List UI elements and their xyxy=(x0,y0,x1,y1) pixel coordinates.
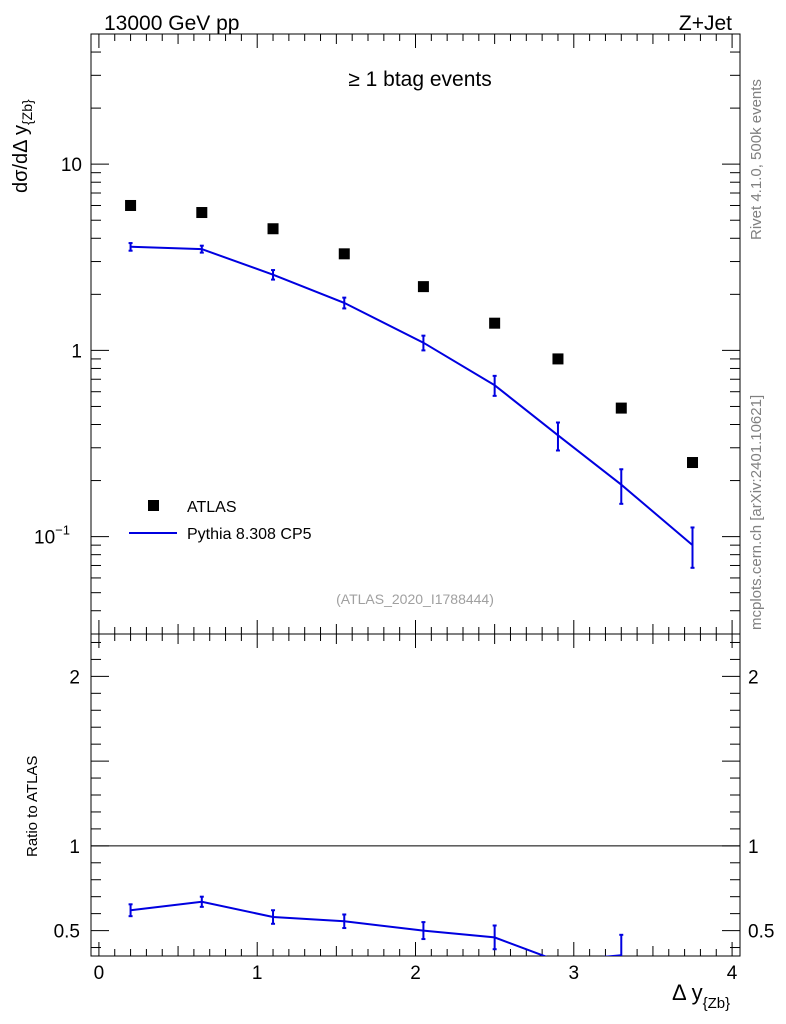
analysis-tag: (ATLAS_2020_I1788444) xyxy=(336,591,494,607)
ratio-plot-frame xyxy=(90,633,741,957)
atlas-data-point xyxy=(552,353,564,365)
x-tick-label: 0 xyxy=(94,963,105,984)
y-tick-label: 1 xyxy=(71,341,82,362)
legend-marker-atlas xyxy=(148,500,159,511)
ratio-axis-title: Ratio to ATLAS xyxy=(24,756,41,857)
svg-text:dσ/dΔ y{Zb}: dσ/dΔ y{Zb} xyxy=(10,99,35,193)
x-axis-title-sub: {Zb} xyxy=(703,995,731,1012)
y-axis-title-sub: {Zb} xyxy=(19,99,35,125)
legend-label-atlas: ATLAS xyxy=(187,499,237,516)
main-plot-frame xyxy=(90,33,741,635)
atlas-data-point xyxy=(338,248,350,260)
y-tick-exponent: −1 xyxy=(55,523,70,538)
y-axis-title: dσ/dΔ y{Zb} xyxy=(10,99,35,193)
atlas-data-point xyxy=(196,207,208,219)
source-label: mcplots.cern.ch [arXiv:2401.10621] xyxy=(748,395,765,630)
atlas-data-point xyxy=(417,281,429,293)
legend-label-pythia: Pythia 8.308 CP5 xyxy=(187,526,312,543)
x-tick-label: 4 xyxy=(727,963,738,984)
x-axis-title-main: Δ y xyxy=(672,980,703,1005)
energy-label: 13000 GeV pp xyxy=(104,12,239,35)
svg-text:Δ y{Zb}: Δ y{Zb} xyxy=(672,980,730,1012)
y-tick-label: 10 xyxy=(61,155,82,176)
ratio-line xyxy=(130,900,622,956)
ratio-y-tick-label-right: 2 xyxy=(748,667,759,688)
atlas-data-point xyxy=(489,317,501,329)
x-tick-label: 1 xyxy=(252,963,263,984)
rivet-version-label: Rivet 4.1.0, 500k events xyxy=(748,79,765,240)
process-label: Z+Jet xyxy=(679,12,732,35)
ratio-y-tick-label: 2 xyxy=(69,667,80,688)
ratio-y-tick-label: 0.5 xyxy=(54,922,80,943)
atlas-data-point xyxy=(125,199,137,211)
ratio-y-tick-label-right: 1 xyxy=(748,837,759,858)
legend: ATLAS Pythia 8.308 CP5 xyxy=(129,499,312,543)
atlas-data-point xyxy=(615,402,627,414)
selection-title: ≥ 1 btag events xyxy=(348,68,491,91)
x-tick-label: 2 xyxy=(410,963,421,984)
atlas-data-point xyxy=(267,223,279,235)
atlas-data-point xyxy=(687,457,699,469)
y-axis-title-main: dσ/dΔ y xyxy=(10,125,32,193)
ratio-y-tick-label: 1 xyxy=(69,837,80,858)
ratio-series xyxy=(128,895,624,956)
ratio-y-tick-label-right: 0.5 xyxy=(748,922,774,943)
x-tick-label: 3 xyxy=(569,963,580,984)
y-tick-label: 10−1 xyxy=(34,523,70,549)
x-axis-title: Δ y{Zb} xyxy=(672,980,730,1012)
